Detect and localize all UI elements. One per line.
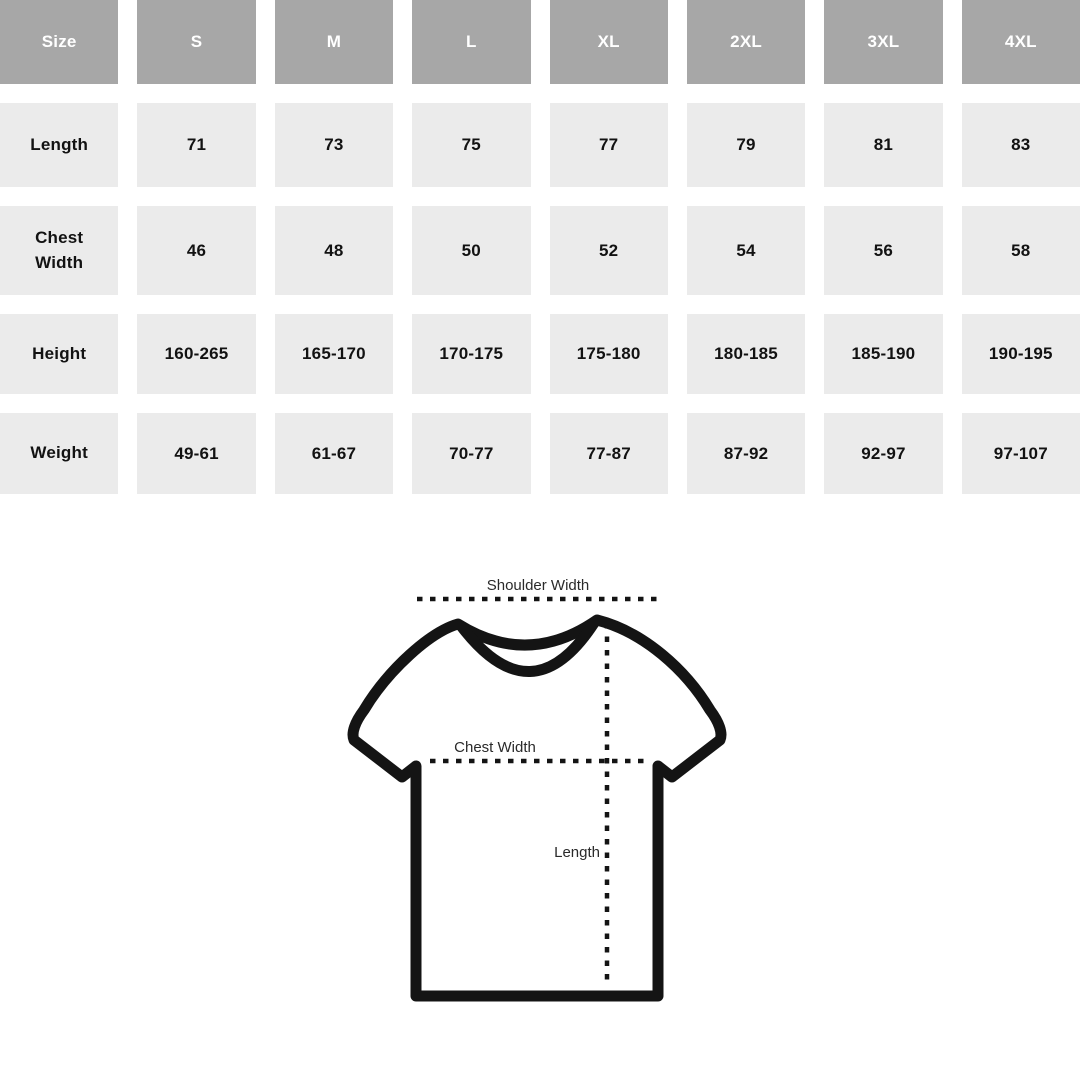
- height-value-2xl: 180-185: [686, 314, 806, 394]
- length-value-s: 71: [137, 103, 256, 187]
- chest-value-l: 50: [412, 206, 531, 295]
- row-label-weight: Weight: [0, 413, 119, 494]
- shoulder-width-label: Shoulder Width: [487, 578, 590, 594]
- weight-value-l: 70-77: [412, 413, 531, 494]
- length-value-2xl: 79: [686, 103, 806, 187]
- tshirt-measurement-diagram: Shoulder Width Chest Width Length: [340, 578, 740, 1022]
- row-label-text: Weight: [30, 443, 88, 463]
- height-value-s: 160-265: [137, 314, 256, 394]
- tshirt-collar-icon: [456, 617, 600, 677]
- row-label-height: Height: [0, 314, 119, 394]
- weight-value-xl: 77-87: [549, 413, 668, 494]
- length-value-3xl: 81: [824, 103, 943, 187]
- column-header-4xl: 4XL: [961, 0, 1080, 84]
- column-header-2xl: 2XL: [686, 0, 806, 84]
- weight-value-2xl: 87-92: [686, 413, 806, 494]
- column-header-l: L: [412, 0, 531, 84]
- row-label-length: Length: [0, 103, 119, 187]
- weight-value-4xl: 97-107: [961, 413, 1080, 494]
- chest-value-m: 48: [274, 206, 394, 295]
- weight-value-s: 49-61: [137, 413, 256, 494]
- height-value-m: 165-170: [274, 314, 394, 394]
- row-label-text: Length: [30, 134, 89, 154]
- column-header-xl: XL: [549, 0, 668, 84]
- length-value-4xl: 83: [961, 103, 1080, 187]
- length-value-l: 75: [412, 103, 531, 187]
- chest-value-xl: 52: [549, 206, 668, 295]
- row-label-chest-width: Chest Width: [0, 206, 119, 295]
- length-label: Length: [554, 844, 600, 861]
- chest-value-3xl: 56: [824, 206, 943, 295]
- weight-value-m: 61-67: [274, 413, 394, 494]
- column-header-3xl: 3XL: [824, 0, 943, 84]
- length-value-xl: 77: [549, 103, 668, 187]
- row-label-text: Height: [32, 343, 87, 363]
- chest-value-s: 46: [137, 206, 256, 295]
- chest-width-label: Chest Width: [454, 739, 536, 756]
- chest-value-4xl: 58: [961, 206, 1080, 295]
- chest-value-2xl: 54: [686, 206, 806, 295]
- size-table: Size S M L XL 2XL 3XL 4XL Length 71 73 7…: [0, 0, 1080, 494]
- column-header-size: Size: [0, 0, 119, 84]
- weight-value-3xl: 92-97: [824, 413, 943, 494]
- length-value-m: 73: [274, 103, 394, 187]
- tshirt-outline-icon: [347, 614, 727, 1002]
- height-value-l: 170-175: [412, 314, 531, 394]
- column-header-m: M: [274, 0, 394, 84]
- tshirt-diagram-svg: Shoulder Width Chest Width Length: [347, 578, 727, 1002]
- row-label-text: Chest Width: [35, 227, 84, 272]
- height-value-3xl: 185-190: [824, 314, 943, 394]
- height-value-4xl: 190-195: [961, 314, 1080, 394]
- height-value-xl: 175-180: [549, 314, 668, 394]
- column-header-s: S: [137, 0, 256, 84]
